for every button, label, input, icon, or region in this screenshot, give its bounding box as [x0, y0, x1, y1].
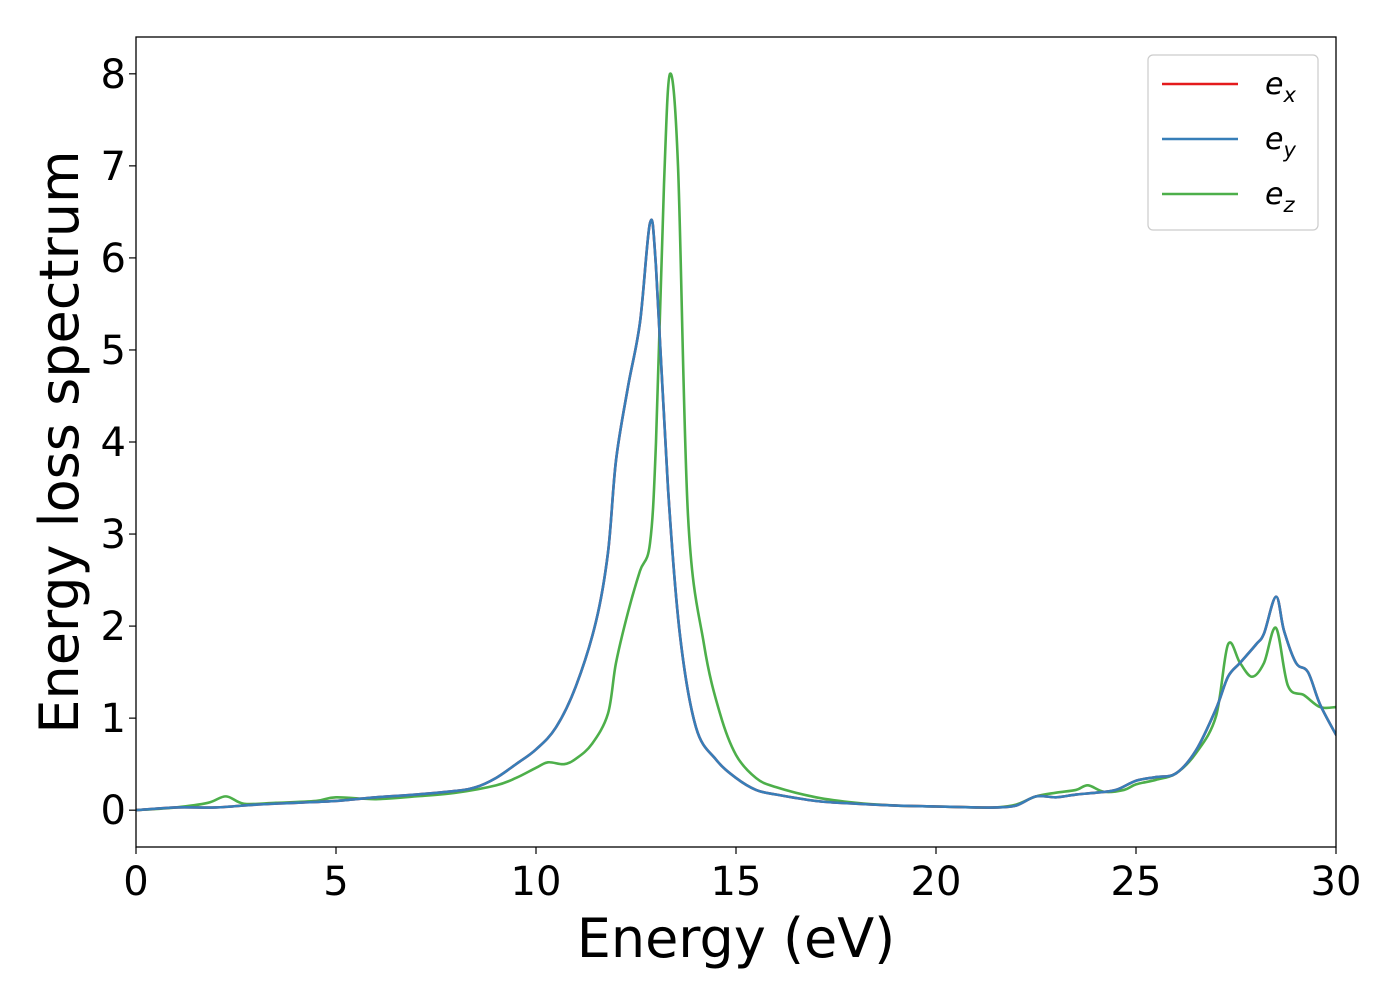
- y-axis-label: Energy loss spectrum: [28, 150, 91, 733]
- y-tick-label: 2: [101, 604, 126, 650]
- y-tick-label: 4: [101, 420, 126, 466]
- y-tick-label: 8: [101, 52, 126, 98]
- y-tick-label: 3: [101, 512, 126, 558]
- x-tick-label: 10: [511, 859, 562, 905]
- x-tick-label: 20: [911, 859, 962, 905]
- x-axis-label: Energy (eV): [577, 907, 896, 970]
- legend-label-e-x: ex: [1265, 67, 1296, 107]
- x-tick-label: 30: [1311, 859, 1362, 905]
- x-tick-label: 5: [323, 859, 348, 905]
- y-tick-label: 6: [101, 236, 126, 282]
- y-tick-label: 5: [101, 328, 126, 374]
- legend: ex ey ez: [1147, 54, 1319, 231]
- legend-label-e-z: ez: [1265, 177, 1295, 217]
- series-line-e-y: [136, 218, 1336, 812]
- x-tick-label: 15: [711, 859, 762, 905]
- series-layer: [136, 72, 1336, 812]
- y-axis-ticks: 0 1 2 3 4 5 6 7 8: [101, 52, 136, 834]
- legend-box: [1147, 54, 1319, 231]
- y-tick-label: 1: [101, 696, 126, 742]
- x-tick-label: 0: [123, 859, 148, 905]
- y-tick-label: 0: [101, 788, 126, 834]
- x-tick-label: 25: [1111, 859, 1162, 905]
- legend-label-e-y: ey: [1265, 122, 1296, 162]
- x-axis-ticks: 0 5 10 15 20 25 30: [123, 847, 1361, 905]
- y-tick-label: 7: [101, 144, 126, 190]
